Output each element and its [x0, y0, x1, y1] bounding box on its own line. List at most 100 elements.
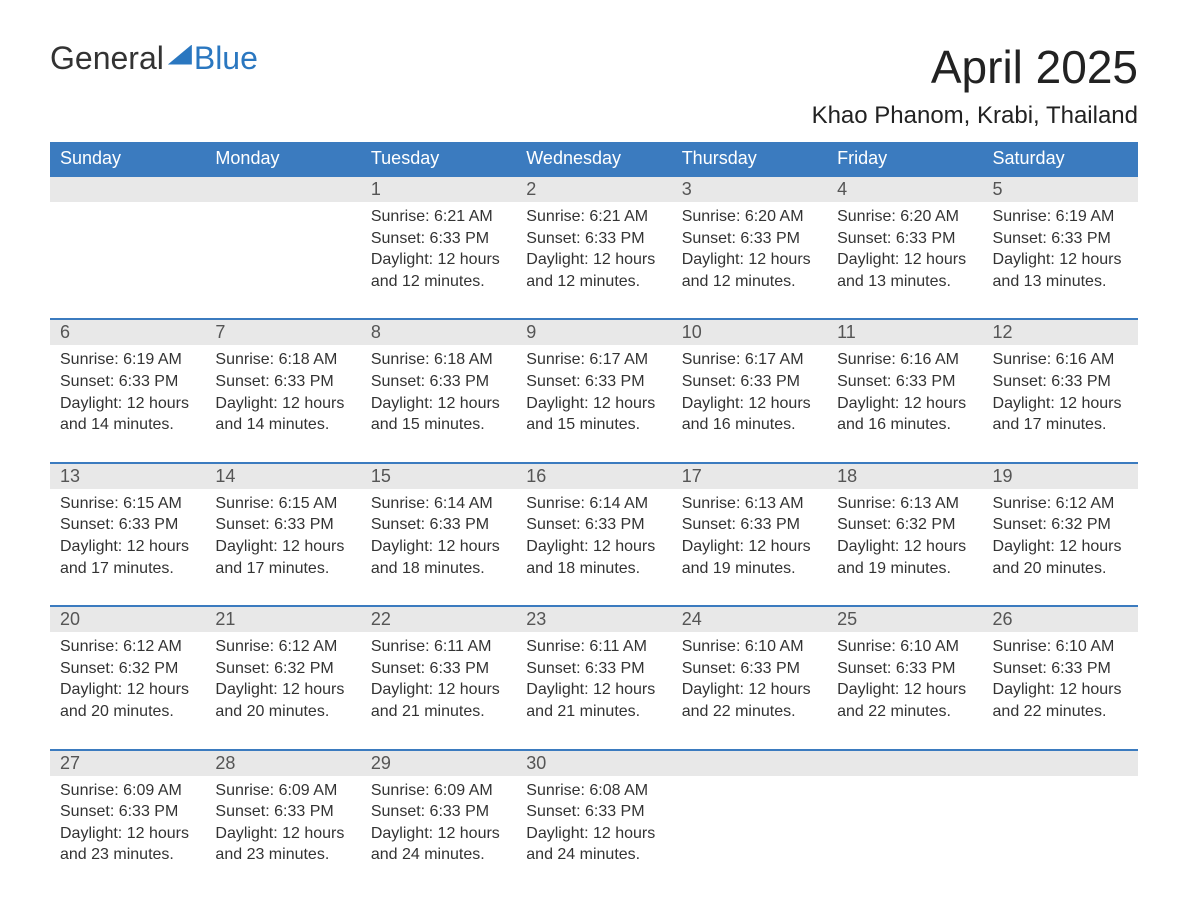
sunrise-text: Sunrise: 6:18 AM — [215, 349, 350, 371]
day-number-cell: 17 — [672, 463, 827, 489]
day-number: 16 — [526, 466, 546, 486]
day-number-cell: 26 — [983, 606, 1138, 632]
sunset-text: Sunset: 6:33 PM — [215, 514, 350, 536]
day-number-cell: 16 — [516, 463, 671, 489]
day-number-cell: 25 — [827, 606, 982, 632]
sunset-text: Sunset: 6:32 PM — [993, 514, 1128, 536]
day-number: 20 — [60, 609, 80, 629]
calendar-body: 12345 Sunrise: 6:21 AMSunset: 6:33 PMDay… — [50, 176, 1138, 892]
sunrise-text: Sunrise: 6:20 AM — [837, 206, 972, 228]
day-number-cell: 30 — [516, 750, 671, 776]
daynum-row: 13141516171819 — [50, 463, 1138, 489]
logo: General Blue — [50, 40, 258, 77]
sunrise-text: Sunrise: 6:15 AM — [215, 493, 350, 515]
weekday-header: Wednesday — [516, 142, 671, 176]
day-content-cell: Sunrise: 6:09 AMSunset: 6:33 PMDaylight:… — [205, 776, 360, 892]
daylight-text: Daylight: 12 hours and 21 minutes. — [371, 679, 506, 722]
daylight-text: Daylight: 12 hours and 21 minutes. — [526, 679, 661, 722]
day-content-cell — [205, 202, 360, 319]
sunrise-text: Sunrise: 6:21 AM — [371, 206, 506, 228]
logo-text-blue: Blue — [194, 40, 258, 77]
sunrise-text: Sunrise: 6:19 AM — [60, 349, 195, 371]
day-number-cell — [50, 176, 205, 202]
day-number: 27 — [60, 753, 80, 773]
daylight-text: Daylight: 12 hours and 14 minutes. — [60, 393, 195, 436]
sunset-text: Sunset: 6:33 PM — [215, 371, 350, 393]
sunset-text: Sunset: 6:33 PM — [60, 514, 195, 536]
weekday-header: Thursday — [672, 142, 827, 176]
sunrise-text: Sunrise: 6:17 AM — [682, 349, 817, 371]
day-number-cell: 14 — [205, 463, 360, 489]
sunset-text: Sunset: 6:33 PM — [526, 658, 661, 680]
sunrise-text: Sunrise: 6:09 AM — [60, 780, 195, 802]
day-number: 9 — [526, 322, 536, 342]
daylight-text: Daylight: 12 hours and 19 minutes. — [682, 536, 817, 579]
sunrise-text: Sunrise: 6:10 AM — [993, 636, 1128, 658]
weekday-header: Tuesday — [361, 142, 516, 176]
sunset-text: Sunset: 6:33 PM — [682, 228, 817, 250]
day-number-cell: 1 — [361, 176, 516, 202]
day-number: 5 — [993, 179, 1003, 199]
day-number: 24 — [682, 609, 702, 629]
day-number: 23 — [526, 609, 546, 629]
logo-triangle-icon — [168, 45, 192, 65]
page-header: General Blue April 2025 Khao Phanom, Kra… — [50, 40, 1138, 130]
content-row: Sunrise: 6:15 AMSunset: 6:33 PMDaylight:… — [50, 489, 1138, 606]
sunrise-text: Sunrise: 6:10 AM — [682, 636, 817, 658]
daynum-row: 20212223242526 — [50, 606, 1138, 632]
daylight-text: Daylight: 12 hours and 18 minutes. — [526, 536, 661, 579]
daylight-text: Daylight: 12 hours and 13 minutes. — [993, 249, 1128, 292]
sunset-text: Sunset: 6:33 PM — [60, 371, 195, 393]
day-content-cell: Sunrise: 6:13 AMSunset: 6:33 PMDaylight:… — [672, 489, 827, 606]
sunset-text: Sunset: 6:33 PM — [837, 371, 972, 393]
calendar-page: General Blue April 2025 Khao Phanom, Kra… — [0, 0, 1188, 918]
daylight-text: Daylight: 12 hours and 23 minutes. — [60, 823, 195, 866]
sunset-text: Sunset: 6:33 PM — [682, 514, 817, 536]
day-content-cell: Sunrise: 6:12 AMSunset: 6:32 PMDaylight:… — [205, 632, 360, 749]
day-content-cell — [672, 776, 827, 892]
day-number: 4 — [837, 179, 847, 199]
day-number: 8 — [371, 322, 381, 342]
sunrise-text: Sunrise: 6:10 AM — [837, 636, 972, 658]
day-number-cell: 13 — [50, 463, 205, 489]
sunset-text: Sunset: 6:33 PM — [371, 514, 506, 536]
day-content-cell: Sunrise: 6:14 AMSunset: 6:33 PMDaylight:… — [516, 489, 671, 606]
day-number: 18 — [837, 466, 857, 486]
sunrise-text: Sunrise: 6:17 AM — [526, 349, 661, 371]
sunrise-text: Sunrise: 6:09 AM — [215, 780, 350, 802]
logo-text-general: General — [50, 40, 164, 77]
day-number: 2 — [526, 179, 536, 199]
day-number-cell: 24 — [672, 606, 827, 632]
daylight-text: Daylight: 12 hours and 12 minutes. — [526, 249, 661, 292]
day-number-cell — [672, 750, 827, 776]
sunrise-text: Sunrise: 6:15 AM — [60, 493, 195, 515]
calendar-table: SundayMondayTuesdayWednesdayThursdayFrid… — [50, 142, 1138, 892]
daylight-text: Daylight: 12 hours and 17 minutes. — [60, 536, 195, 579]
sunset-text: Sunset: 6:33 PM — [371, 801, 506, 823]
sunset-text: Sunset: 6:33 PM — [993, 658, 1128, 680]
day-number-cell: 23 — [516, 606, 671, 632]
sunrise-text: Sunrise: 6:18 AM — [371, 349, 506, 371]
daylight-text: Daylight: 12 hours and 24 minutes. — [371, 823, 506, 866]
sunrise-text: Sunrise: 6:12 AM — [993, 493, 1128, 515]
day-number: 12 — [993, 322, 1013, 342]
daylight-text: Daylight: 12 hours and 23 minutes. — [215, 823, 350, 866]
sunrise-text: Sunrise: 6:21 AM — [526, 206, 661, 228]
daylight-text: Daylight: 12 hours and 15 minutes. — [371, 393, 506, 436]
sunrise-text: Sunrise: 6:11 AM — [526, 636, 661, 658]
daylight-text: Daylight: 12 hours and 22 minutes. — [682, 679, 817, 722]
day-content-cell: Sunrise: 6:10 AMSunset: 6:33 PMDaylight:… — [827, 632, 982, 749]
day-number: 29 — [371, 753, 391, 773]
content-row: Sunrise: 6:21 AMSunset: 6:33 PMDaylight:… — [50, 202, 1138, 319]
day-content-cell: Sunrise: 6:11 AMSunset: 6:33 PMDaylight:… — [361, 632, 516, 749]
day-content-cell: Sunrise: 6:17 AMSunset: 6:33 PMDaylight:… — [516, 345, 671, 462]
sunset-text: Sunset: 6:33 PM — [371, 228, 506, 250]
weekday-header: Saturday — [983, 142, 1138, 176]
day-number-cell: 7 — [205, 319, 360, 345]
day-number: 6 — [60, 322, 70, 342]
daylight-text: Daylight: 12 hours and 20 minutes. — [215, 679, 350, 722]
day-number-cell: 8 — [361, 319, 516, 345]
daylight-text: Daylight: 12 hours and 20 minutes. — [60, 679, 195, 722]
day-number-cell: 3 — [672, 176, 827, 202]
weekday-header-row: SundayMondayTuesdayWednesdayThursdayFrid… — [50, 142, 1138, 176]
